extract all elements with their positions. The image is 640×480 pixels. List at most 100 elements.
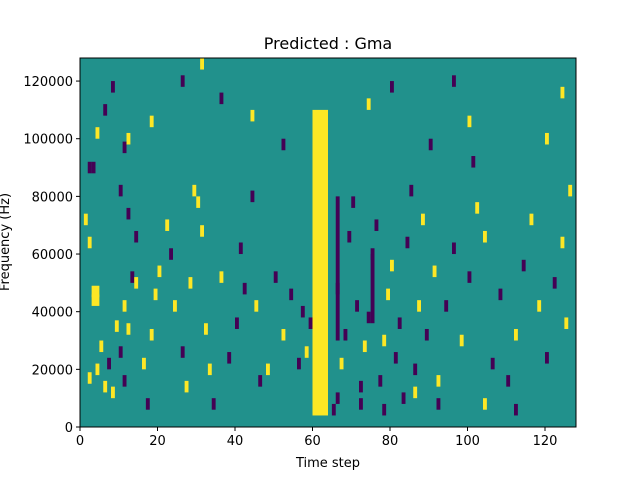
heatmap-cell [382, 334, 387, 347]
heatmap-cell [149, 115, 154, 128]
heatmap-cell [452, 75, 456, 87]
heatmap-cell [281, 328, 286, 341]
heatmap-cell [250, 190, 255, 203]
heatmap-cell [180, 75, 185, 87]
heatmap-cell [564, 317, 569, 329]
heatmap-cell [471, 156, 476, 168]
heatmap-cell [83, 213, 88, 226]
heatmap-cell [219, 271, 224, 283]
heatmap-cell [405, 236, 410, 249]
heatmap-cell [397, 317, 402, 329]
y-tick-label: 40000 [32, 306, 73, 321]
heatmap-cell [273, 271, 278, 283]
heatmap-cell [421, 213, 425, 226]
heatmap-cell [122, 300, 127, 312]
chart-title: Predicted : Gma [264, 34, 392, 53]
heatmap-cell [428, 138, 433, 151]
heatmap-cell [188, 277, 193, 289]
heatmap-cell [537, 300, 542, 312]
heatmap-cell [95, 127, 100, 139]
heatmap-cell [498, 288, 503, 301]
y-tick-label: 120000 [23, 75, 73, 90]
heatmap-cell [459, 334, 464, 347]
y-axis-label: Frequency (Hz) [0, 193, 13, 291]
heatmap-cell [378, 375, 383, 387]
heatmap-cell [103, 380, 108, 393]
heatmap-cell [413, 386, 418, 399]
heatmap-cell [200, 225, 204, 237]
heatmap-cell [111, 81, 115, 93]
heatmap-cell [331, 403, 336, 416]
heatmap-cell [145, 398, 150, 410]
heatmap-cell [545, 352, 549, 364]
heatmap-cell [436, 375, 441, 387]
heatmap-cell [370, 254, 375, 324]
heatmap-cell [351, 196, 356, 208]
heatmap-cell [107, 357, 111, 370]
plot-area [80, 58, 576, 427]
heatmap-cell [87, 236, 92, 249]
heatmap-cell [200, 58, 204, 70]
y-tick-label: 0 [65, 421, 73, 436]
y-axis: 0 20000 40000 60000 80000 100000 120000 [23, 75, 80, 436]
heatmap-cell [235, 317, 239, 329]
heatmap-cell [157, 265, 162, 278]
x-tick-label: 60 [304, 434, 321, 449]
heatmap-cell [467, 271, 472, 283]
heatmap-cell [514, 403, 518, 416]
heatmap-cell [483, 398, 487, 410]
x-tick-label: 120 [533, 434, 558, 449]
y-tick-label: 20000 [32, 363, 73, 378]
heatmap-cell [281, 138, 286, 151]
heatmap-cell [529, 213, 534, 226]
x-axis: 0 20 40 60 80 100 120 [76, 427, 558, 449]
heatmap-cell [211, 398, 216, 410]
heatmap-cell [118, 184, 123, 197]
heatmap-cell [91, 294, 96, 306]
heatmap-cell [192, 184, 197, 197]
heatmap-cells [83, 58, 573, 416]
heatmap-cell [390, 81, 394, 93]
heatmap-cell [386, 288, 390, 301]
heatmap-cell [355, 300, 359, 312]
heatmap-cell [490, 357, 495, 370]
heatmap-cell [126, 207, 131, 220]
heatmap-cell [413, 363, 418, 376]
heatmap-cell [169, 248, 173, 260]
heatmap-band [312, 109, 328, 416]
heatmap-cell [207, 363, 212, 376]
heatmap-cell [467, 115, 472, 128]
heatmap-cell [250, 109, 255, 122]
heatmap-cell [514, 328, 518, 341]
heatmap-cell [173, 300, 177, 312]
y-tick-label: 100000 [23, 133, 73, 148]
heatmap-cell [99, 340, 104, 353]
heatmap-cell [374, 219, 379, 231]
heatmap-cell [126, 323, 131, 335]
x-tick-label: 80 [382, 434, 399, 449]
heatmap-cell [219, 92, 224, 105]
heatmap-cell [424, 328, 429, 341]
y-tick-label: 60000 [32, 248, 73, 263]
heatmap-cell [149, 328, 154, 341]
heatmap-cell [111, 386, 115, 399]
heatmap-cell [475, 202, 480, 214]
heatmap-cell [335, 196, 340, 341]
heatmap-cell [444, 300, 449, 312]
heatmap-cell [254, 300, 259, 312]
heatmap-cell [382, 403, 387, 416]
heatmap-cell [568, 184, 573, 197]
heatmap-cell [87, 161, 92, 174]
heatmap-cell [335, 392, 340, 404]
heatmap-cell [359, 380, 363, 393]
heatmap-cell [91, 161, 96, 174]
heatmap-cell [432, 265, 437, 278]
heatmap-cell [401, 392, 406, 404]
heatmap-cell [87, 372, 92, 384]
heatmap-cell [91, 285, 96, 298]
heatmap-cell [560, 86, 565, 99]
heatmap-cell [238, 242, 243, 255]
heatmap-cell [95, 285, 100, 298]
heatmap-cell [521, 259, 526, 272]
